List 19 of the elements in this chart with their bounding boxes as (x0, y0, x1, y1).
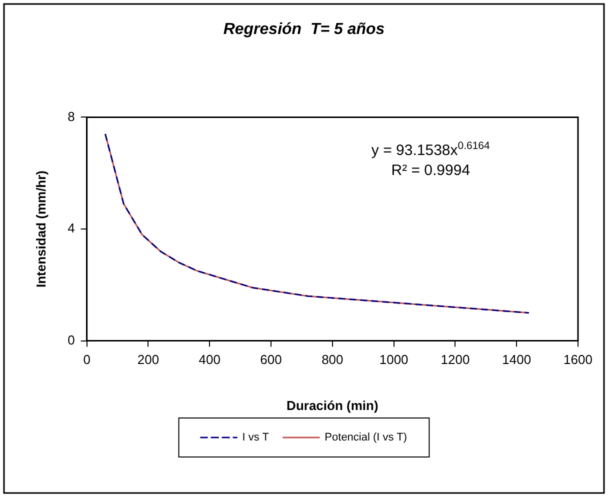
annotation: R² = 0.9994 (391, 162, 470, 180)
x-tick-label: 400 (198, 352, 220, 368)
legend-label: Potencial (I vs T) (324, 432, 408, 444)
chart-title: Regresión T= 5 años (223, 21, 385, 38)
x-tick-label: 800 (322, 352, 344, 368)
y-tick-label: 4 (68, 220, 75, 236)
x-tick-label: 1200 (440, 352, 470, 368)
x-tick-label: 1400 (502, 352, 532, 368)
x-tick-label: 200 (137, 352, 160, 368)
y-tick-label: 8 (68, 108, 75, 124)
legend-label: I vs T (242, 432, 270, 444)
y-tick-label: 0 (68, 332, 75, 348)
x-tick-label: 1000 (379, 352, 408, 368)
x-tick-label: 600 (260, 352, 282, 368)
line-series (104, 133, 530, 314)
y-axis-title: Intensidad (mm/hr) (33, 170, 48, 288)
x-tick-label: 1600 (564, 352, 592, 368)
x-axis-title: Duración (min) (286, 398, 378, 413)
x-tick-label: 0 (83, 352, 90, 368)
